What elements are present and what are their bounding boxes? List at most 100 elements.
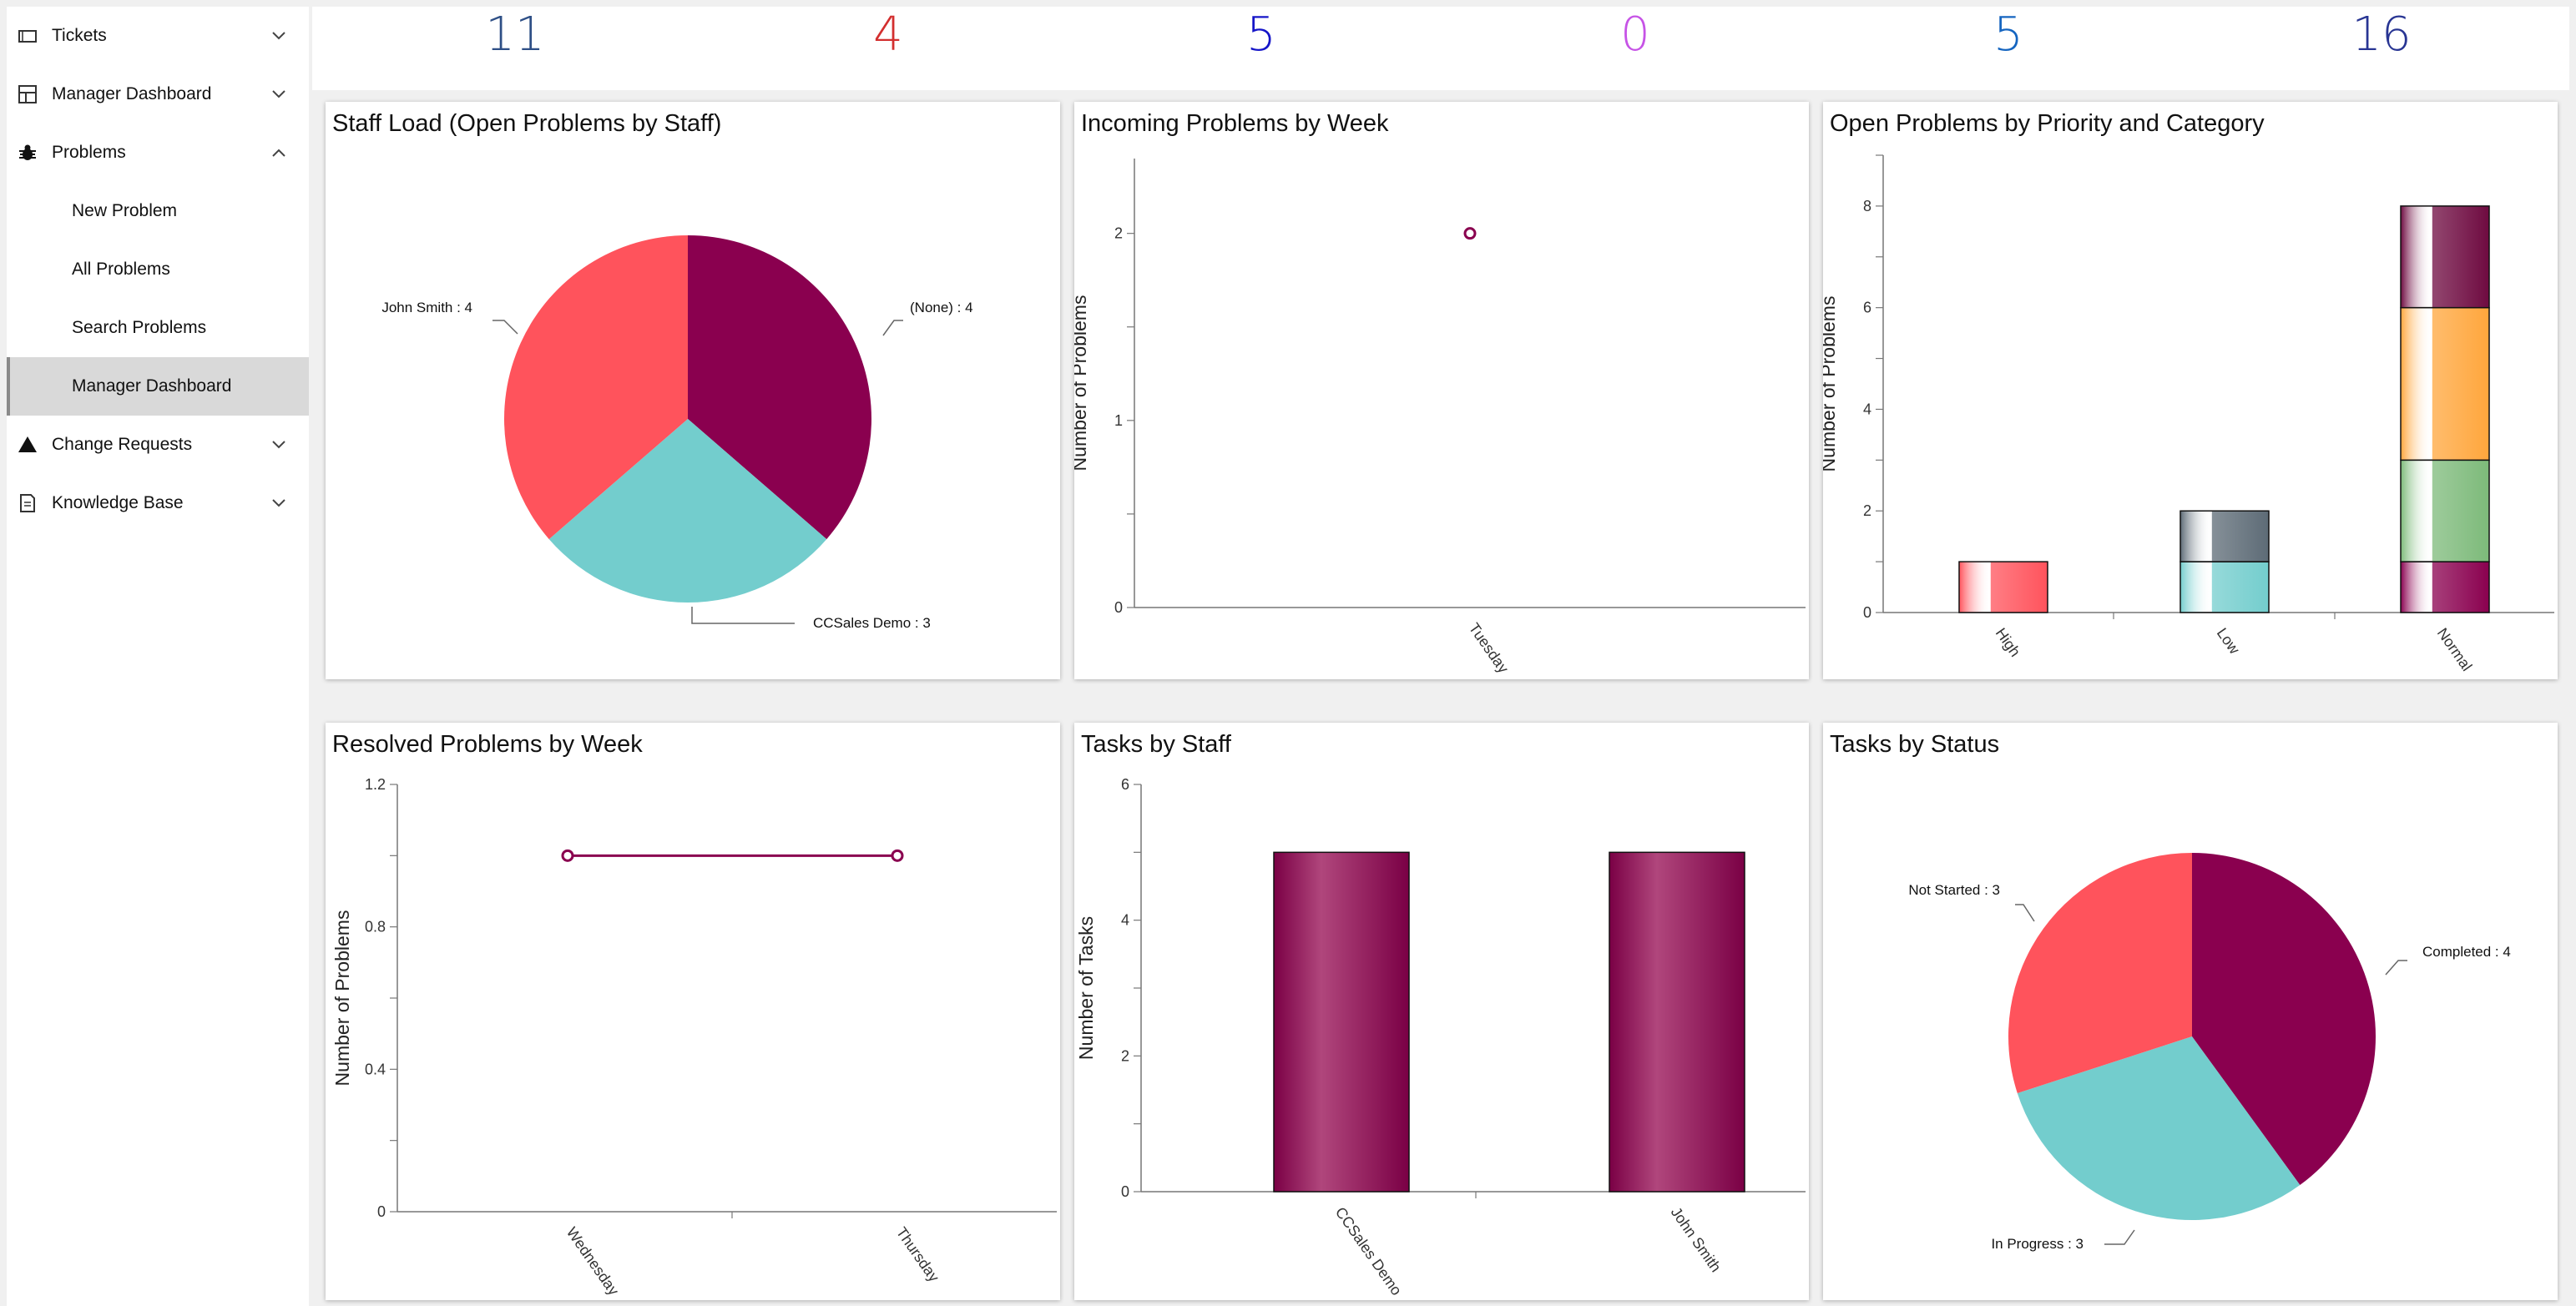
pie-slice [2192,853,2376,1185]
x-tick-label: Normal [2434,625,2476,674]
x-tick-label: John Smith [1668,1204,1725,1275]
bar [1609,851,1745,1193]
y-tick-label: 2 [1114,225,1123,242]
tasks-by-staff-chart: 0 2 4 6 Number of Tasks CCSales Demo John Smit… [1075,776,1806,1298]
data-point [1463,227,1477,240]
y-tick-label: 0 [1863,604,1871,621]
sidebar-subitem-label: Search Problems [72,318,207,337]
pie-leader-line [882,320,903,336]
ticket-icon [18,30,37,43]
stacked-bar-segment [2400,306,2490,461]
sidebar-item-manager-dashboard[interactable]: Manager Dashboard [7,65,309,124]
counter-value[interactable]: 5 [1993,8,2023,62]
sidebar-item-label: Problems [52,143,126,162]
sidebar-subitem-label: New Problem [72,201,178,220]
pie-slice [2008,853,2192,1093]
sidebar-item-label: Change Requests [52,435,193,454]
y-tick-label: 0 [1114,599,1123,616]
sidebar-subitem-label: All Problems [72,260,170,279]
chevron-down-icon[interactable] [270,497,287,510]
panel-title: Tasks by Status [1830,731,2000,758]
chevron-down-icon[interactable] [270,438,287,451]
sidebar-item-label: Manager Dashboard [52,84,212,103]
pie-slice [548,419,827,603]
incoming-problems-chart: 0 1 2 Number of Problems Tuesday [1074,159,1806,676]
sidebar-item-tickets[interactable]: Tickets [7,7,309,65]
sidebar-item-change-requests[interactable]: Change Requests [7,416,309,474]
chevron-down-icon[interactable] [270,88,287,101]
pie-leader-line [691,607,795,624]
sidebar-item-label: Knowledge Base [52,493,184,512]
x-tick-label: High [1993,625,2024,660]
panel-title: Tasks by Staff [1081,731,1231,758]
staff-load-chart-panel: Staff Load (Open Problems by Staff) (Non… [326,102,1060,679]
pie-slice-label: In Progress : 3 [1991,1236,2084,1252]
x-tick-label: Tuesday [1466,620,1513,676]
panel-title: Incoming Problems by Week [1081,110,1389,137]
counter-value[interactable]: 16 [2351,8,2412,62]
resolved-problems-chart-panel: Resolved Problems by Week 0 0.4 0.8 1.2 Numb… [326,723,1060,1300]
pie-slice [2017,1036,2301,1220]
stacked-bar-segment [2179,561,2270,613]
y-tick-label: 1.2 [365,776,386,793]
document-icon [20,494,35,512]
sidebar-subitem-all-problems[interactable]: All Problems [7,240,309,299]
incoming-problems-chart-panel: Incoming Problems by Week 0 1 2 Number of P… [1074,102,1809,679]
stacked-bar-segment [1958,561,2048,613]
sidebar: Tickets Manager Dashboard Problems New P… [7,7,309,1306]
pie-slice-label: (None) : 4 [910,300,973,315]
y-axis-title: Number of Problems [1823,296,1839,472]
stacked-bar-segment [2179,510,2270,562]
pie-slice-label: Completed : 4 [2422,944,2511,960]
data-point [561,849,574,862]
resolved-problems-chart: 0 0.4 0.8 1.2 Number of Problems Wednesday Thu… [331,776,1057,1298]
summary-counters: 11 4 5 0 5 16 [312,7,2569,90]
pie-slice-label: Not Started : 3 [1908,882,2000,898]
sidebar-item-problems[interactable]: Problems [7,124,309,182]
panel-title: Resolved Problems by Week [332,731,643,758]
triangle-icon [18,436,37,452]
pie-slice [504,235,688,540]
x-tick-label: CCSales Demo [1332,1204,1406,1298]
y-tick-label: 0 [1121,1183,1129,1200]
counter-value[interactable]: 4 [873,8,903,62]
y-axis-title: Number of Problems [331,910,353,1087]
y-tick-label: 6 [1863,300,1871,316]
sidebar-subitem-new-problem[interactable]: New Problem [7,182,309,240]
chevron-down-icon[interactable] [270,29,287,43]
sidebar-subitem-label: Manager Dashboard [72,376,232,396]
counter-value[interactable]: 0 [1620,8,1650,62]
y-tick-label: 2 [1121,1047,1129,1064]
sidebar-subitem-manager-dashboard[interactable]: Manager Dashboard [7,357,309,416]
counter-value[interactable]: 5 [1246,8,1276,62]
pie-leader-line [2015,904,2035,922]
staff-load-pie-chart: (None) : 4 CCSales Demo : 3 John Smith : 4 [381,235,973,631]
y-tick-label: 6 [1121,776,1129,793]
priority-category-chart-panel: Open Problems by Priority and Category 0… [1823,102,2558,679]
data-point [891,849,904,862]
y-tick-label: 2 [1863,502,1871,519]
y-tick-label: 0.8 [365,919,386,935]
bug-icon [19,144,36,160]
y-tick-label: 8 [1863,198,1871,214]
tasks-by-status-pie-chart: Completed : 4 In Progress : 3 Not Started … [1908,853,2511,1252]
stacked-bar-segment [2400,205,2490,309]
sidebar-item-label: Tickets [52,26,107,45]
pie-slice-label: John Smith : 4 [381,300,472,315]
sidebar-subitem-search-problems[interactable]: Search Problems [7,299,309,357]
dashboard-grid-icon [18,85,37,103]
y-tick-label: 1 [1114,412,1123,429]
x-tick-label: Wednesday [563,1224,623,1298]
pie-leader-line [2104,1229,2135,1245]
panel-title: Open Problems by Priority and Category [1830,110,2265,137]
sidebar-item-knowledge-base[interactable]: Knowledge Base [7,474,309,532]
pie-leader-line [2385,960,2407,976]
stacked-bar-segment [2400,561,2490,613]
y-tick-label: 4 [1863,401,1871,417]
priority-category-chart: 0 2 4 6 8 Number of Problems High Low Normal [1823,154,2554,674]
counter-value[interactable]: 11 [485,8,545,62]
y-tick-label: 0.4 [365,1061,386,1077]
tasks-by-status-chart-panel: Tasks by Status Completed : 4 In Progress… [1823,723,2558,1300]
stacked-bar-segment [2400,459,2490,562]
chevron-up-icon[interactable] [270,146,287,159]
